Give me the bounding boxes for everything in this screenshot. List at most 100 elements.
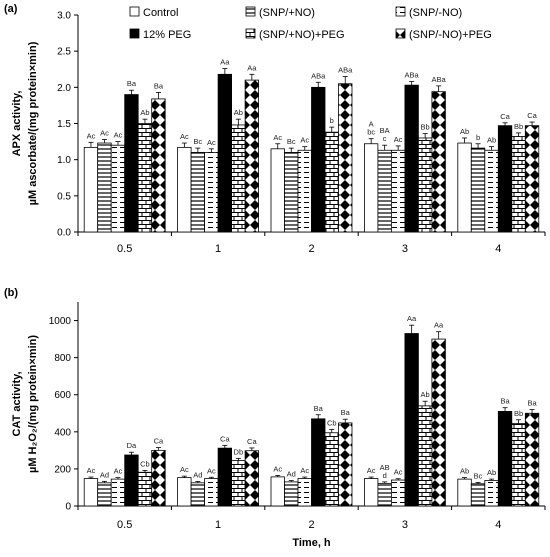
- significance-label: Bc: [474, 471, 483, 480]
- legend-swatch: [395, 6, 406, 17]
- bar: [231, 460, 246, 507]
- y-tick-label: 0: [65, 502, 71, 513]
- bar: [457, 478, 472, 507]
- significance-label: Cb: [140, 459, 150, 468]
- significance-label: ABa: [311, 71, 326, 80]
- significance-label: Ca: [154, 437, 164, 446]
- bar: [417, 405, 433, 507]
- significance-label: Ad: [193, 471, 202, 480]
- bar: [270, 476, 285, 507]
- bar: [457, 142, 472, 233]
- significance-label: Ba: [154, 81, 164, 90]
- y-axis-label: µM ascorbate/(mg protein×min): [27, 41, 39, 205]
- significance-label: Ac: [114, 131, 123, 140]
- panel-label: (a): [4, 3, 18, 15]
- bar: [470, 147, 486, 233]
- significance-label: Ac: [300, 136, 309, 145]
- significance-label: ABa: [338, 65, 353, 74]
- significance-label: Ac: [300, 466, 309, 475]
- bar: [151, 449, 166, 507]
- legend-swatch: [245, 6, 256, 17]
- legend-label: (SNP/-NO): [409, 7, 462, 19]
- significance-label: bc: [367, 128, 375, 137]
- significance-label: Ba: [127, 79, 137, 88]
- y-tick-label: 2.5: [57, 47, 71, 58]
- y-axis-label: CAT activity,: [11, 372, 23, 437]
- significance-label: Ac: [114, 467, 123, 476]
- bar: [511, 423, 526, 507]
- bar: [390, 479, 406, 507]
- bar: [124, 454, 139, 507]
- significance-label: Ba: [500, 397, 510, 406]
- bar: [124, 94, 139, 233]
- bar: [324, 432, 339, 507]
- significance-label: A: [369, 120, 374, 129]
- significance-label: ABa: [405, 71, 420, 80]
- legend-swatch: [129, 28, 140, 39]
- bar: [497, 125, 513, 233]
- significance-label: AB: [380, 463, 390, 472]
- bar: [324, 131, 339, 233]
- significance-label: Db: [234, 447, 244, 456]
- significance-label: Ab: [487, 468, 496, 477]
- legend-swatch: [395, 28, 406, 39]
- significance-label: Ad: [100, 470, 109, 479]
- bar: [524, 125, 540, 233]
- significance-label: Ad: [287, 470, 296, 479]
- y-tick-label: 400: [54, 427, 71, 438]
- x-tick-label: 0.5: [117, 243, 132, 255]
- bar: [297, 149, 312, 233]
- cat-panel: (b) CAT activity, µM H₂O₂/(mg protein×min)…: [4, 287, 546, 549]
- significance-label: ABa: [432, 75, 447, 84]
- significance-label: d: [383, 471, 387, 480]
- y-axis-label: µM H₂O₂/(mg protein×min): [27, 335, 39, 473]
- bar: [284, 481, 299, 507]
- bar: [151, 98, 166, 233]
- significance-label: Aa: [434, 321, 444, 330]
- bar: [363, 143, 379, 233]
- bar: [431, 338, 446, 507]
- bar: [431, 91, 446, 233]
- x-tick-label: 1: [215, 243, 221, 255]
- bar: [484, 149, 499, 233]
- bar: [284, 152, 299, 233]
- y-tick-label: 1.5: [57, 119, 71, 130]
- significance-label: c: [383, 134, 387, 143]
- bar: [390, 149, 406, 233]
- significance-label: Bb: [514, 409, 523, 418]
- significance-label: Ca: [500, 112, 510, 121]
- legend-label: (SNP/-NO)+PEG: [409, 29, 492, 41]
- significance-label: Aa: [247, 63, 257, 72]
- significance-label: Ca: [527, 111, 537, 120]
- bar: [97, 142, 112, 233]
- significance-label: Ca: [247, 437, 257, 446]
- bar: [511, 136, 526, 233]
- bar: [110, 478, 126, 507]
- y-tick-label: 3.0: [57, 11, 71, 22]
- x-tick-label: 1: [215, 519, 221, 531]
- significance-label: BA: [380, 126, 390, 135]
- significance-label: Ac: [207, 138, 216, 147]
- bar: [137, 123, 153, 233]
- y-axis-label: APX activity,: [11, 91, 23, 157]
- bar: [83, 146, 99, 233]
- x-tick-label: 3: [402, 519, 408, 531]
- y-tick-label: 2.0: [57, 83, 71, 94]
- significance-label: Ac: [207, 466, 216, 475]
- y-tick-label: 800: [54, 353, 71, 364]
- bar: [377, 482, 392, 507]
- bar: [177, 477, 192, 507]
- significance-label: Ab: [460, 127, 469, 136]
- bar: [524, 412, 540, 507]
- significance-label: Bc: [287, 137, 296, 146]
- bar: [231, 124, 246, 233]
- significance-label: b: [476, 133, 480, 142]
- significance-label: Ac: [273, 464, 282, 473]
- significance-label: Ac: [273, 133, 282, 142]
- legend-swatch: [245, 28, 256, 39]
- significance-label: Cb: [327, 418, 337, 427]
- bar: [244, 79, 260, 233]
- bar: [497, 411, 513, 507]
